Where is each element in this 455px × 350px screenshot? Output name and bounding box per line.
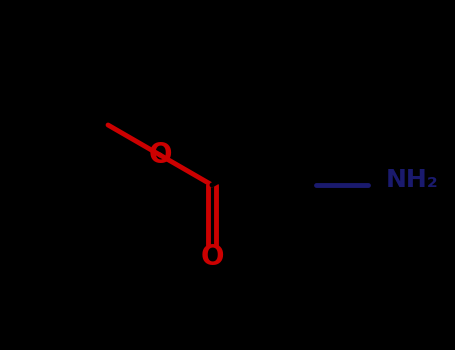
Text: O: O <box>148 141 172 169</box>
Text: O: O <box>200 243 224 271</box>
Text: NH₂: NH₂ <box>386 168 439 192</box>
